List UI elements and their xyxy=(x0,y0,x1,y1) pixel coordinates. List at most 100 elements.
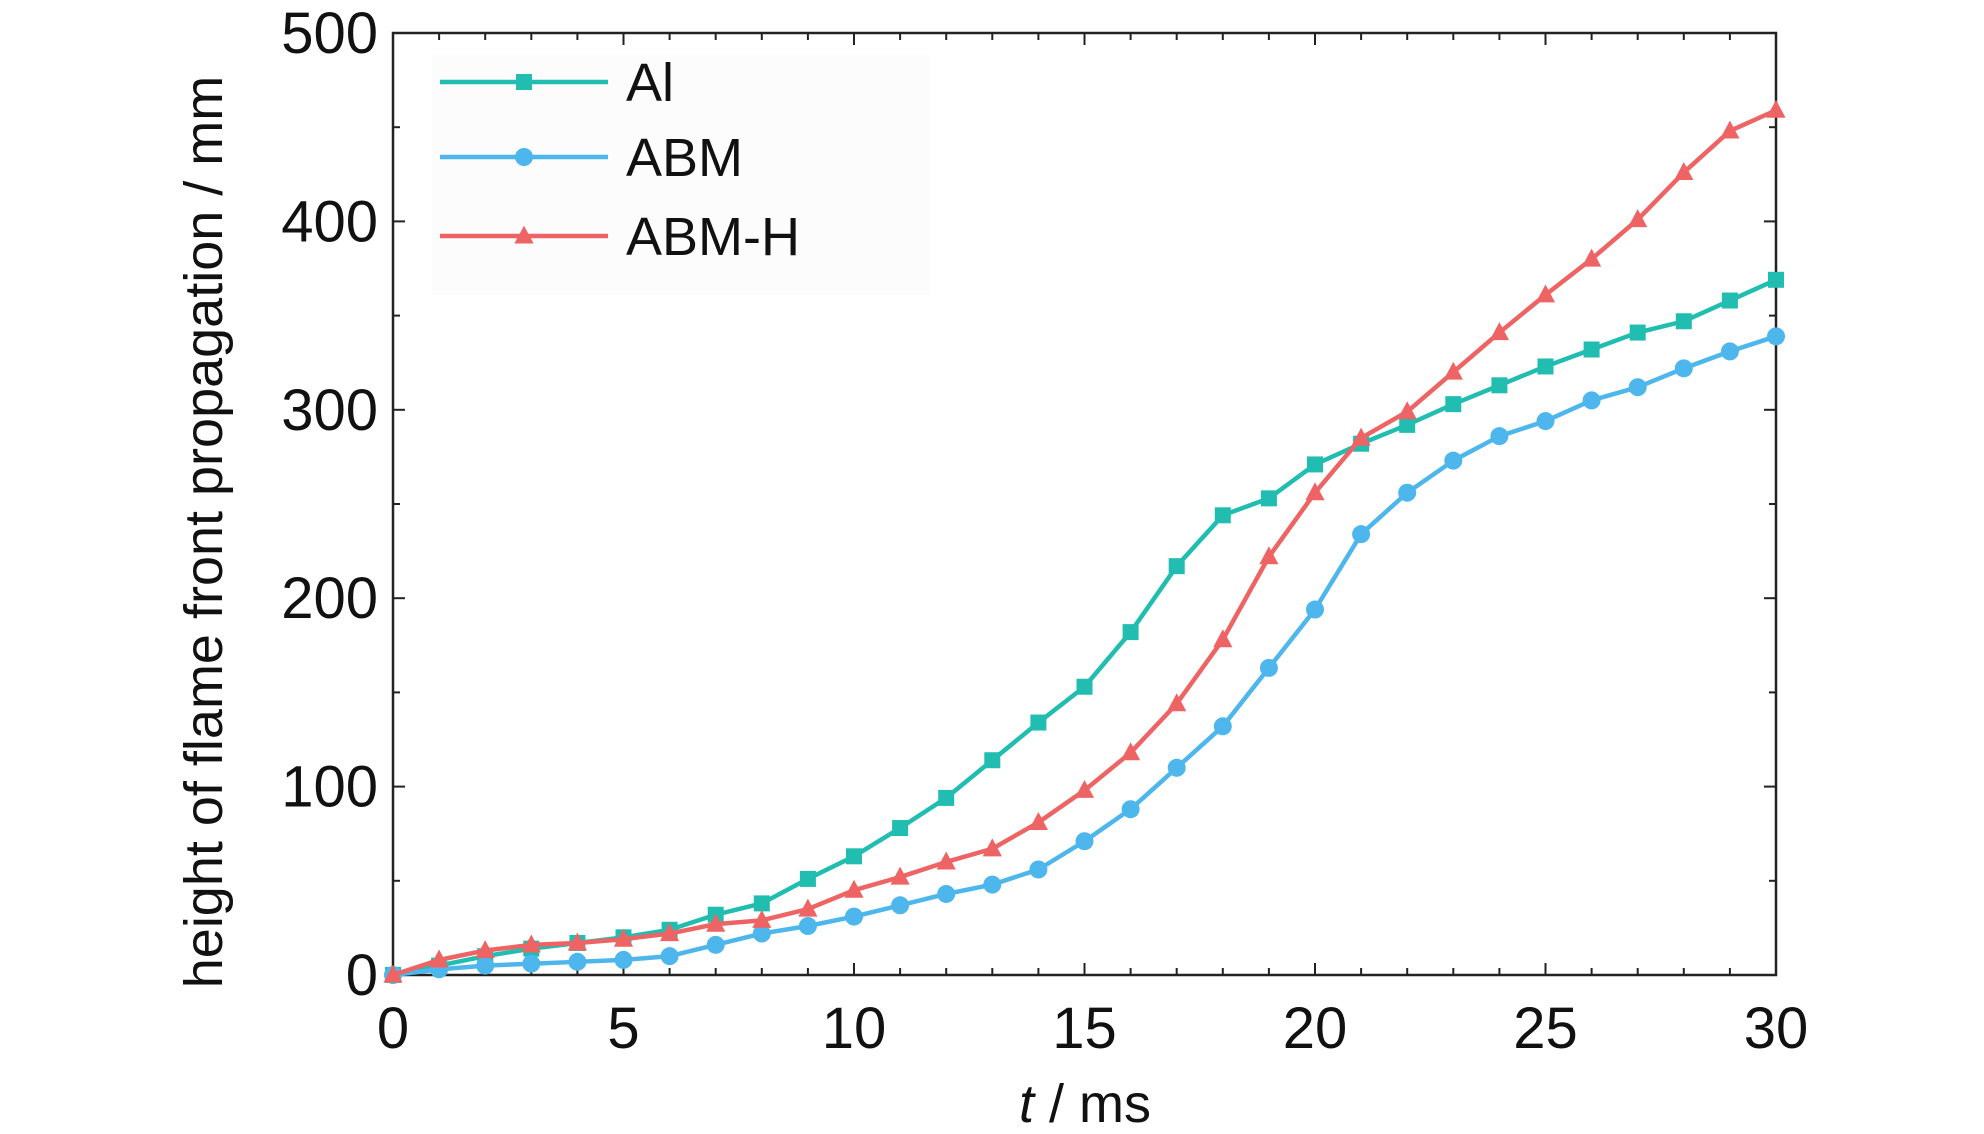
legend: Al ABM ABM-H xyxy=(440,53,800,267)
data-point-abm xyxy=(614,950,633,969)
data-point-abm-h xyxy=(1305,482,1325,501)
data-point-abm-h xyxy=(1121,742,1141,761)
data-point-abm-h xyxy=(1213,629,1233,648)
data-point-abm xyxy=(983,875,1002,894)
x-tick-label: 15 xyxy=(1052,996,1117,1061)
legend-label-al: Al xyxy=(626,53,674,113)
y-tick-label: 300 xyxy=(281,378,378,443)
data-point-abm-h xyxy=(567,932,587,951)
data-point-abm-h xyxy=(844,879,864,898)
data-point-abm xyxy=(1167,758,1186,777)
data-point-abm-h xyxy=(660,923,680,942)
data-point-abm-h xyxy=(752,909,772,928)
data-point-abm xyxy=(798,917,817,936)
data-point-abm xyxy=(1306,600,1324,619)
data-point-al xyxy=(1537,358,1554,375)
data-point-al xyxy=(799,870,816,887)
data-point-abm xyxy=(1767,327,1785,346)
data-point-abm-h xyxy=(613,928,634,947)
data-point-abm-h xyxy=(1582,248,1602,267)
data-point-abm xyxy=(1259,658,1278,677)
data-point-abm xyxy=(1029,860,1048,879)
series-abm xyxy=(384,327,1785,984)
legend-item-al: Al xyxy=(440,53,674,113)
x-tick-label: 5 xyxy=(607,996,639,1061)
data-point-al xyxy=(892,820,909,837)
data-point-abm xyxy=(1444,451,1463,470)
legend-marker-abm xyxy=(515,148,533,166)
data-point-al xyxy=(1445,396,1462,413)
data-point-abm-h xyxy=(1720,120,1740,139)
y-tick-label: 0 xyxy=(346,943,378,1008)
legend-item-abm-h: ABM-H xyxy=(440,207,800,267)
data-point-abm xyxy=(845,907,863,926)
x-axis-title-rest: / ms xyxy=(1034,1074,1151,1134)
data-point-al xyxy=(1675,313,1692,330)
data-point-al xyxy=(938,789,955,806)
data-point-al xyxy=(1076,678,1093,695)
series-al xyxy=(385,271,1784,983)
y-tick-label: 100 xyxy=(281,755,378,820)
data-point-abm-h xyxy=(429,949,449,968)
data-point-abm-h xyxy=(798,898,818,917)
data-point-abm-h xyxy=(1167,693,1187,712)
data-point-abm xyxy=(476,956,495,975)
legend-item-abm: ABM xyxy=(440,128,743,188)
data-point-abm xyxy=(937,884,956,903)
data-point-abm-h xyxy=(1259,546,1279,565)
data-point-abm xyxy=(1490,427,1509,446)
x-tick-label: 0 xyxy=(377,996,409,1061)
data-point-abm-h xyxy=(1766,99,1786,118)
data-point-abm xyxy=(1720,342,1739,361)
legend-marker-al xyxy=(516,74,532,90)
data-point-abm-h xyxy=(890,866,910,885)
data-point-abm-h xyxy=(1489,322,1509,341)
x-tick-label: 20 xyxy=(1283,996,1348,1061)
y-tick-label: 500 xyxy=(281,1,378,66)
data-point-al xyxy=(753,895,770,912)
series-layer xyxy=(383,99,1786,984)
data-point-abm-h xyxy=(936,851,956,870)
legend-marker-abm-h xyxy=(514,225,534,244)
data-point-abm xyxy=(660,947,679,966)
legend-background xyxy=(432,55,930,295)
data-point-abm-h xyxy=(1535,284,1556,303)
data-point-abm xyxy=(1674,359,1693,378)
data-point-abm xyxy=(522,954,541,973)
data-point-al xyxy=(1307,456,1323,473)
data-point-abm-h xyxy=(982,838,1002,857)
data-point-abm xyxy=(1582,391,1601,410)
data-point-abm xyxy=(1628,378,1647,397)
data-point-abm xyxy=(1352,525,1371,544)
series-abm-h xyxy=(383,99,1786,983)
data-point-abm-h xyxy=(1674,162,1694,180)
data-point-abm-h xyxy=(475,940,495,959)
data-point-al xyxy=(1583,341,1600,358)
data-point-abm-h xyxy=(706,913,726,932)
data-point-abm-h xyxy=(1351,427,1371,446)
data-point-abm xyxy=(1213,717,1232,736)
data-point-abm xyxy=(1398,483,1417,502)
x-axis-title-italic: t xyxy=(1019,1074,1036,1134)
data-point-abm-h xyxy=(1028,811,1048,830)
data-point-abm xyxy=(568,952,587,971)
data-point-abm-h xyxy=(1397,401,1417,420)
data-point-al xyxy=(1721,292,1738,309)
y-tick-label: 400 xyxy=(281,189,378,254)
data-point-al xyxy=(1399,416,1416,433)
data-point-abm-h xyxy=(383,964,403,983)
y-axis-title: height of flame front propagation / mm xyxy=(174,76,234,989)
legend-label-abm: ABM xyxy=(626,128,743,188)
data-point-abm-h xyxy=(1074,779,1095,798)
data-point-al xyxy=(1491,377,1508,394)
data-point-al xyxy=(1122,624,1139,641)
data-point-abm xyxy=(1536,412,1555,431)
x-tick-label: 30 xyxy=(1744,996,1809,1061)
data-point-al xyxy=(1030,714,1047,731)
data-point-al xyxy=(984,752,1001,769)
data-point-abm-h xyxy=(1628,209,1648,228)
data-point-abm xyxy=(752,924,771,943)
data-point-al xyxy=(1260,490,1277,507)
